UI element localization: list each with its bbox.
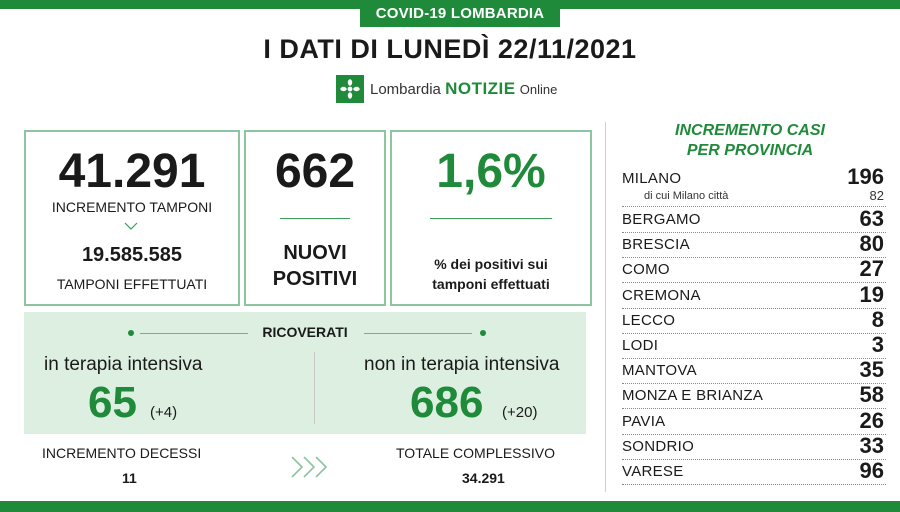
province-title-line2: PER PROVINCIA	[686, 142, 814, 159]
logo-part2: NOTIZIE	[445, 79, 516, 98]
province-value: 26	[859, 407, 884, 433]
province-value: 196	[847, 164, 884, 189]
totale-label: TOTALE COMPLESSIVO	[396, 445, 555, 461]
province-title-line1: INCREMENTO CASI	[675, 122, 825, 139]
province-name: BERGAMO	[622, 211, 701, 228]
logo-text: Lombardia NOTIZIE Online	[370, 79, 557, 99]
province-value: 33	[859, 432, 884, 458]
percent-divider	[430, 218, 552, 219]
totale-value: 34.291	[462, 470, 505, 486]
chevrons-right-icon	[290, 454, 332, 485]
logo-part3: Online	[519, 82, 558, 97]
province-name: MANTOVA	[622, 362, 697, 380]
province-value: 8	[871, 306, 884, 332]
ric-line-left	[140, 333, 248, 334]
province-name: LECCO	[622, 311, 676, 329]
province-value: 3	[871, 332, 884, 357]
province-name: BRESCIA	[622, 236, 690, 254]
intensiva-label: in terapia intensiva	[44, 354, 203, 375]
province-row: VARESE 96	[622, 458, 886, 485]
intensiva-value: 65	[88, 378, 137, 427]
bottom-bar	[0, 501, 900, 512]
province-name: PAVIA	[622, 412, 666, 430]
logo-part1: Lombardia	[370, 81, 441, 98]
province-name: CREMONA	[622, 286, 701, 304]
tamponi-label: INCREMENTO TAMPONI	[51, 199, 213, 215]
ricoverati-divider	[314, 352, 315, 424]
ricoverati-panel: RICOVERATI in terapia intensiva 65 (+4) …	[24, 312, 586, 434]
province-row: MANTOVA 35	[622, 357, 886, 385]
header-tab: COVID-19 LOMBARDIA	[360, 0, 560, 27]
province-title: INCREMENTO CASI PER PROVINCIA	[605, 121, 895, 161]
chevron-down-icon	[124, 218, 138, 236]
ric-line-right	[364, 333, 472, 334]
percent-card: 1,6% % dei positivi sui tamponi effettua…	[390, 130, 592, 306]
province-name: COMO	[622, 261, 670, 279]
province-divider	[605, 122, 606, 492]
province-row: PAVIA 26	[622, 407, 886, 435]
province-name: LODI	[622, 337, 659, 354]
positivi-card: 662 NUOVI POSITIVI	[244, 130, 386, 306]
dot-left	[128, 330, 134, 336]
logo: Lombardia NOTIZIE Online	[336, 74, 596, 104]
province-value: 19	[859, 281, 884, 307]
province-value: 58	[859, 382, 884, 408]
province-value: 27	[859, 256, 884, 282]
tamponi-value: 41.291	[58, 145, 206, 198]
milano-city-value: 82	[869, 188, 884, 203]
page-title: I DATI DI LUNEDÌ 22/11/2021	[263, 34, 637, 64]
province-row: MONZA E BRIANZA 58	[622, 382, 886, 410]
province-row: CREMONA 19	[622, 281, 886, 309]
percent-value: 1,6%	[436, 145, 546, 198]
intensiva-delta: (+4)	[150, 404, 178, 421]
non-intensiva-delta: (+20)	[502, 404, 538, 421]
milano-city-label: di cui Milano città	[644, 190, 729, 202]
province-value: 80	[859, 231, 884, 257]
province-name: VARESE	[622, 463, 684, 480]
tamponi-total-label: TAMPONI EFFETTUATI	[56, 276, 208, 292]
province-name: SONDRIO	[622, 437, 695, 455]
province-name: MONZA E BRIANZA	[622, 387, 764, 405]
decessi-value: 11	[122, 470, 137, 486]
province-row: BRESCIA 80	[622, 231, 886, 259]
province-row: BERGAMO 63	[622, 206, 886, 233]
tamponi-total: 19.585.585	[81, 244, 183, 266]
tamponi-card: 41.291 INCREMENTO TAMPONI 19.585.585 TAM…	[24, 130, 240, 306]
province-row: SONDRIO 33	[622, 432, 886, 460]
percent-label-1: % dei positivi sui	[434, 256, 548, 272]
positivi-label-2: POSITIVI	[272, 268, 358, 290]
decessi-label: INCREMENTO DECESSI	[42, 445, 202, 461]
non-intensiva-value: 686	[410, 378, 484, 427]
province-value: 96	[859, 458, 884, 483]
province-value: 63	[859, 206, 884, 231]
province-row-milano: MILANO 196 di cui Milano città 82	[622, 164, 886, 207]
positivi-label-1: NUOVI	[283, 242, 347, 264]
positivi-divider	[280, 218, 350, 219]
province-name: MILANO	[622, 170, 682, 187]
percent-label-2: tamponi effettuati	[432, 276, 550, 292]
province-row: LECCO 8	[622, 306, 886, 334]
lombardia-rose-icon	[336, 75, 364, 103]
non-intensiva-label: non in terapia intensiva	[364, 354, 560, 375]
province-value: 35	[859, 357, 884, 383]
ricoverati-title: RICOVERATI	[262, 324, 348, 340]
province-row: LODI 3	[622, 332, 886, 359]
province-panel: INCREMENTO CASI PER PROVINCIA MILANO 196…	[605, 118, 895, 498]
province-row: COMO 27	[622, 256, 886, 284]
positivi-value: 662	[274, 145, 356, 198]
dot-right	[480, 330, 486, 336]
